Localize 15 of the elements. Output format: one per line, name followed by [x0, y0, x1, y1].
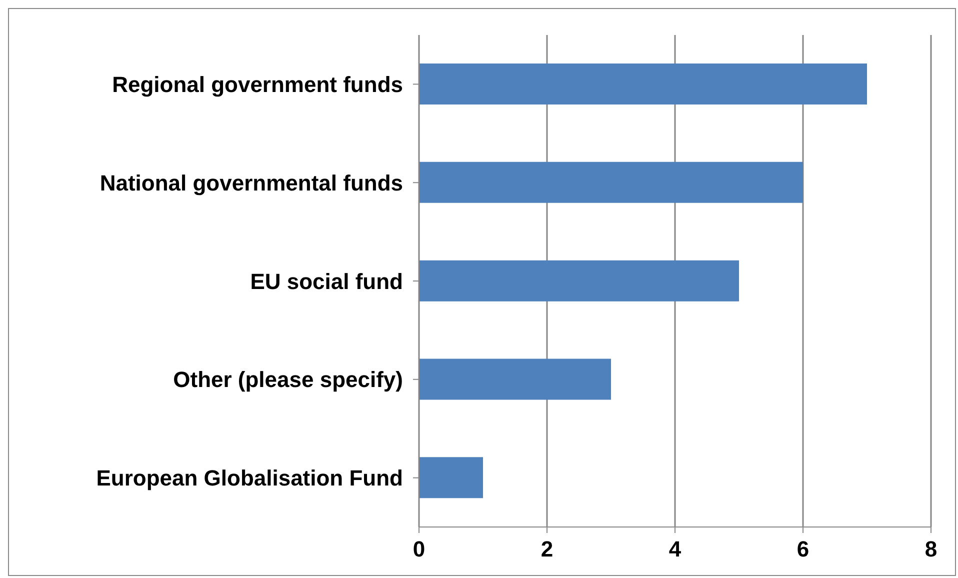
bar	[419, 457, 483, 498]
x-tick-label: 4	[668, 536, 682, 562]
x-tick-label: 8	[924, 536, 938, 562]
y-tick-label: Regional government funds	[112, 72, 403, 98]
x-tick-label: 0	[412, 536, 426, 562]
bar	[419, 358, 611, 400]
x-tick-label: 6	[796, 536, 810, 562]
y-tick-label: European Globalisation Fund	[96, 466, 403, 491]
y-tick-label: National governmental funds	[100, 170, 403, 196]
y-tick-label: Other (please specify)	[173, 367, 403, 392]
x-tick-label: 2	[540, 536, 554, 562]
bar	[419, 162, 803, 203]
bar	[419, 260, 739, 302]
bar	[419, 64, 867, 105]
y-tick-label: EU social fund	[250, 268, 403, 294]
